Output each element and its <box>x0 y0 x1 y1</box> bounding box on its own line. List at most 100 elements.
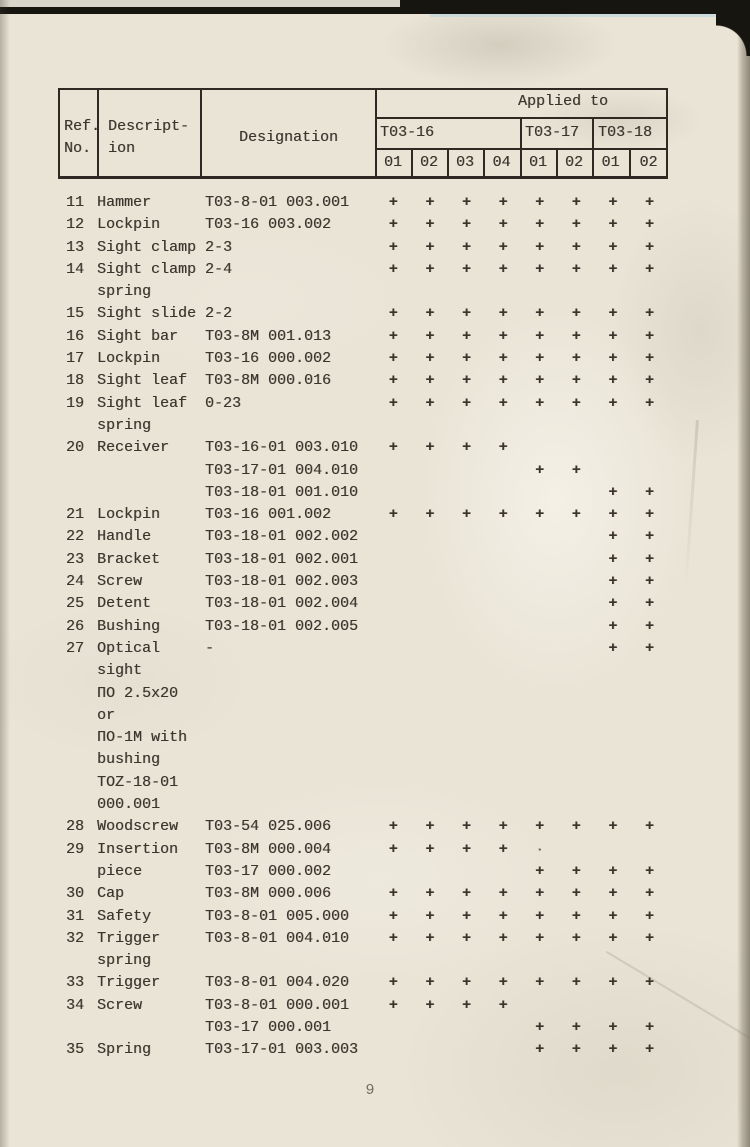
row-designation: - <box>205 639 215 657</box>
row-description: or <box>97 706 116 724</box>
applicability-mark: + <box>461 216 471 234</box>
applicability-mark <box>448 482 485 504</box>
applicability-mark <box>412 638 449 660</box>
row-marks <box>375 281 668 303</box>
ref-col-header-line1: Ref. <box>64 118 101 135</box>
applicability-mark <box>412 1017 449 1039</box>
applicability-mark: + <box>388 818 398 836</box>
row-designation: T03-18-01 002.005 <box>205 617 359 635</box>
applicability-mark: + <box>644 238 654 256</box>
row-designation: 2-4 <box>205 260 233 278</box>
row-designation: 2-3 <box>205 238 233 256</box>
row-marks: + + <box>375 526 668 548</box>
row-marks: + + + + + + + + <box>375 883 668 905</box>
applicability-mark: + <box>425 818 435 836</box>
row-designation: T03-8M 000.016 <box>205 372 332 390</box>
applicability-mark: + <box>461 394 471 412</box>
applicability-mark: + <box>461 506 471 524</box>
parts-table-header: Ref. No. Descript- ion Designation Appli… <box>58 88 668 179</box>
subcol-header: 02 <box>564 154 583 171</box>
row-marks: + + + + + + + + <box>375 348 668 370</box>
row-marks: + + <box>375 460 668 482</box>
row-marks: + + + + + + + + <box>375 906 668 928</box>
row-marks: + + + + + + + + <box>375 303 668 325</box>
applicability-mark: + <box>498 327 508 345</box>
row-ref-no: 27 <box>66 639 85 657</box>
row-designation: 2-2 <box>205 305 233 323</box>
applicability-mark: + <box>571 1018 581 1036</box>
applicability-mark: + <box>535 929 545 947</box>
table-row-line: 30 Cap T03-8M 000.006 + + + + + + + + <box>58 883 708 905</box>
row-designation: T03-17-01 004.010 <box>205 461 359 479</box>
applicability-mark <box>558 839 595 861</box>
applicability-mark: + <box>461 840 471 858</box>
row-description: Spring <box>97 1041 152 1059</box>
row-designation: T03-17 000.002 <box>205 862 332 880</box>
applicability-mark: + <box>535 305 545 323</box>
applicability-mark: + <box>571 862 581 880</box>
applicability-mark: + <box>644 639 654 657</box>
row-designation: T03-54 025.006 <box>205 818 332 836</box>
row-description: spring <box>97 952 152 970</box>
row-marks: + + + + + + + + <box>375 816 668 838</box>
row-designation: T03-18-01 002.004 <box>205 595 359 613</box>
table-row-line: 31 Safety T03-8-01 005.000 + + + + + + + + <box>58 906 708 928</box>
table-row-line: 27 Optical - + + <box>58 638 708 660</box>
applicability-mark: + <box>571 394 581 412</box>
row-designation <box>205 950 375 972</box>
applicability-mark <box>485 1039 522 1061</box>
applicability-mark <box>375 1017 412 1039</box>
row-description: sight <box>97 662 143 680</box>
applicability-mark: + <box>571 194 581 211</box>
applicability-mark: + <box>608 372 618 390</box>
applicability-mark <box>485 549 522 571</box>
table-row-line: sight <box>58 660 708 682</box>
row-description: Receiver <box>97 439 170 457</box>
row-marks: + + + + + + + + <box>375 259 668 281</box>
table-row-line: 15 Sight slide 2-2 + + + + + + + + <box>58 303 708 325</box>
row-description <box>97 482 205 504</box>
row-marks <box>375 727 668 749</box>
row-description: Sight leaf <box>97 394 188 412</box>
applicability-mark: + <box>571 885 581 903</box>
row-designation: T03-8M 000.006 <box>205 885 332 903</box>
row-description: Sight slide <box>97 305 197 323</box>
applicability-mark: + <box>644 216 654 234</box>
applicability-mark: · <box>535 841 544 857</box>
row-ref-no: 14 <box>66 260 85 278</box>
row-ref-no: 22 <box>66 528 85 546</box>
row-marks: + + + + <box>375 1017 668 1039</box>
table-row-line: 29 Insertion T03-8M 000.004 + + + + · <box>58 839 708 861</box>
applicability-mark <box>521 593 558 615</box>
parts-table-body: 11 Hammer T03-8-01 003.001 + + + + + + + +12 Lockpi… <box>58 192 708 1062</box>
applicability-mark: + <box>461 818 471 836</box>
row-designation: T03-8-01 004.010 <box>205 929 350 947</box>
table-border-line <box>58 88 60 179</box>
table-border-line <box>58 176 668 179</box>
applicability-mark: + <box>388 840 398 858</box>
row-description: Woodscrew <box>97 818 179 836</box>
row-marks <box>375 683 668 705</box>
subcol-header: 01 <box>528 154 547 171</box>
row-ref-no: 23 <box>66 550 85 568</box>
row-description: Bushing <box>97 617 161 635</box>
row-marks: + + <box>375 638 668 660</box>
row-description: Detent <box>97 595 152 613</box>
applicability-mark: + <box>498 350 508 368</box>
row-marks: + + + + + + + + <box>375 504 668 526</box>
applicability-mark: + <box>388 372 398 390</box>
row-ref-no: 26 <box>66 617 85 635</box>
applicability-mark: + <box>461 996 471 1014</box>
row-ref-no <box>58 727 97 749</box>
applicability-mark <box>375 571 412 593</box>
applicability-mark <box>521 638 558 660</box>
row-description: bushing <box>97 751 161 769</box>
applicability-mark <box>558 571 595 593</box>
table-row-line: 24 Screw T03-18-01 002.003 + + <box>58 571 708 593</box>
model-group-label-t03-17: T03-17 <box>525 124 580 141</box>
row-marks <box>375 794 668 816</box>
applicability-mark: + <box>388 327 398 345</box>
applicability-mark <box>448 593 485 615</box>
row-description: Screw <box>97 573 143 591</box>
table-row-line: 19 Sight leaf 0-23 + + + + + + + + <box>58 393 708 415</box>
